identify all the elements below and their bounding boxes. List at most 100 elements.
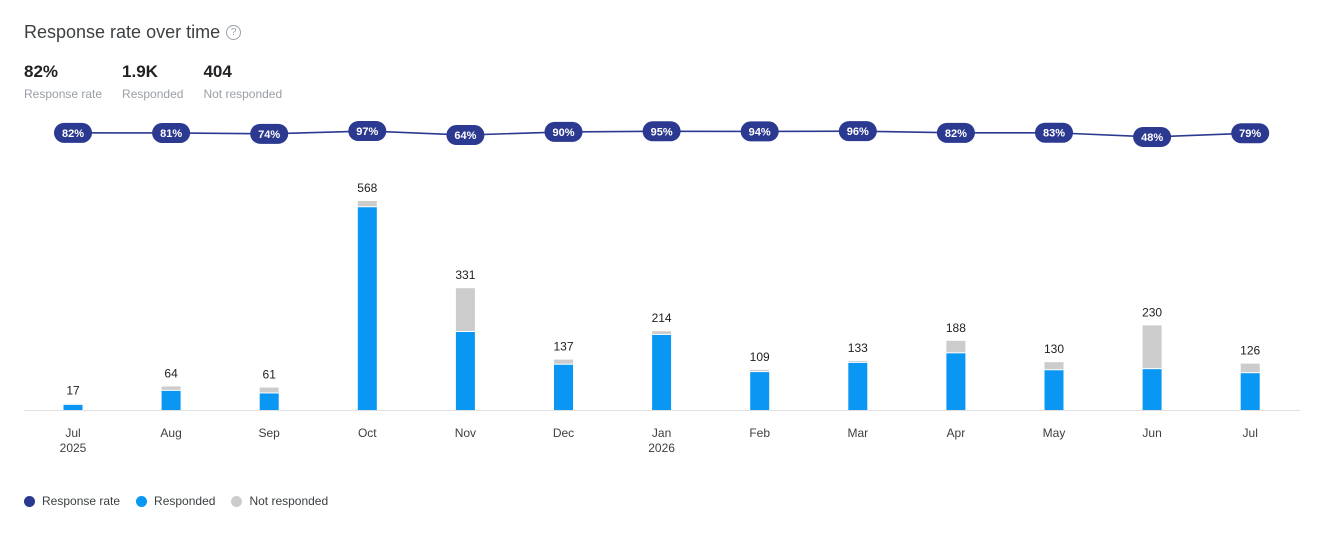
bar-total-label: 17 (66, 384, 80, 398)
help-icon[interactable]: ? (226, 25, 242, 40)
bar-total-label: 188 (946, 321, 966, 335)
bar-segment (161, 386, 181, 390)
bar-total-label: 133 (848, 341, 868, 355)
kpi-value: 404 (203, 62, 232, 81)
rate-pill (544, 121, 583, 142)
bar-segment (455, 288, 475, 331)
bar-segment (357, 200, 377, 207)
kpi-row: 82% Response rate 1.9K Responded 404 Not resp… (24, 62, 282, 101)
kpi-label: Response rate (24, 87, 103, 101)
rate-pill (348, 121, 387, 142)
kpi-value: 82% (24, 62, 59, 81)
bar-segment (259, 393, 279, 410)
kpi: 82% Response rate (24, 62, 102, 101)
bar-segment (455, 331, 475, 410)
bar-segment (1044, 362, 1064, 370)
rate-label: 94% (749, 126, 771, 138)
bar-segment (1142, 325, 1162, 369)
bar-segment (161, 390, 181, 410)
legend-item: Not responded (231, 494, 328, 508)
bar-total-label: 130 (1044, 342, 1064, 356)
x-tick-label: May (1042, 426, 1066, 440)
bar-segment (750, 372, 770, 410)
bar-segment (652, 331, 672, 334)
bar-total-label: 61 (263, 368, 277, 382)
rate-label: 74% (258, 129, 280, 141)
x-tick-label: Sep (258, 426, 280, 440)
rate-pill (250, 123, 289, 144)
bar-segment (946, 340, 966, 353)
rate-pill (642, 121, 681, 142)
bar-segment (357, 207, 377, 410)
x-tick-label: Oct (357, 426, 377, 440)
bar-segment (848, 361, 868, 362)
rate-label: 79% (1239, 128, 1261, 140)
x-tick-label: Aug (160, 426, 182, 440)
bar-total-label: 109 (750, 350, 770, 364)
bar-segment (554, 364, 573, 410)
kpi-label: Responded (122, 87, 184, 101)
bar-segment (750, 369, 770, 372)
kpi-label: Not responded (203, 87, 283, 101)
rate-label: 82% (945, 128, 967, 140)
bar-segment (1142, 369, 1162, 410)
rate-label: 83% (1043, 128, 1065, 140)
rate-label: 64% (454, 130, 476, 142)
bar-segment (1240, 373, 1260, 410)
chart-title: Response rate over time (24, 22, 221, 42)
legend: Response rate Responded Not responded (24, 494, 328, 508)
bar-segment (1240, 363, 1260, 373)
rate-pill (838, 121, 877, 142)
rate-pill (1035, 122, 1073, 143)
bar-total-label: 64 (164, 366, 178, 380)
rate-label: 97% (356, 126, 378, 138)
bar-segment (63, 404, 83, 410)
bar-segment (554, 359, 573, 364)
bar-total-label: 214 (652, 311, 672, 325)
rate-label: 95% (651, 126, 673, 138)
rate-label: 81% (160, 128, 182, 140)
legend-swatch (231, 495, 243, 507)
legend-swatch (136, 495, 148, 507)
kpi: 1.9K Responded (122, 62, 183, 101)
bar-total-label: 568 (357, 181, 377, 195)
bar-segment (848, 362, 868, 410)
legend-label: Not responded (249, 494, 329, 508)
kpi-value: 1.9K (122, 62, 158, 81)
bar-total-label: 137 (553, 340, 573, 354)
legend-item: Responded (136, 494, 215, 508)
rate-pill (740, 121, 779, 142)
rate-label: 90% (552, 127, 574, 139)
rate-pill (54, 122, 92, 143)
x-tick-label: Jul (1242, 426, 1258, 440)
bar-total-label: 126 (1240, 344, 1260, 358)
x-tick-label: Jan 2026 (648, 426, 675, 455)
legend-label: Response rate (42, 494, 121, 508)
bar-segment (259, 387, 279, 393)
x-tick-label: Apr (946, 426, 966, 440)
rate-pill (1231, 123, 1270, 144)
rate-label: 96% (847, 126, 869, 138)
legend-label: Responded (154, 494, 216, 508)
bar-segment (1044, 370, 1064, 410)
x-tick-label: Mar (847, 426, 869, 440)
x-tick-label: Jun (1142, 426, 1162, 440)
bar-total-label: 230 (1142, 305, 1162, 319)
rate-label: 48% (1141, 132, 1163, 144)
legend-item: Response rate (24, 494, 120, 508)
legend-swatch (24, 495, 35, 507)
rate-pill (936, 122, 975, 143)
x-tick-label: Jul 2025 (59, 426, 87, 455)
x-tick-label: Feb (749, 426, 771, 440)
rate-pill (1133, 126, 1172, 147)
rate-pill (152, 122, 191, 143)
x-tick-label: Dec (552, 426, 575, 440)
rate-pill (446, 125, 485, 146)
bar-total-label: 331 (455, 268, 475, 282)
kpi: 404 Not responded (203, 62, 282, 101)
bar-segment (946, 353, 966, 410)
rate-label: 82% (62, 128, 84, 140)
title-row: Response rate over time ? (24, 22, 242, 43)
x-tick-label: Nov (454, 426, 477, 440)
